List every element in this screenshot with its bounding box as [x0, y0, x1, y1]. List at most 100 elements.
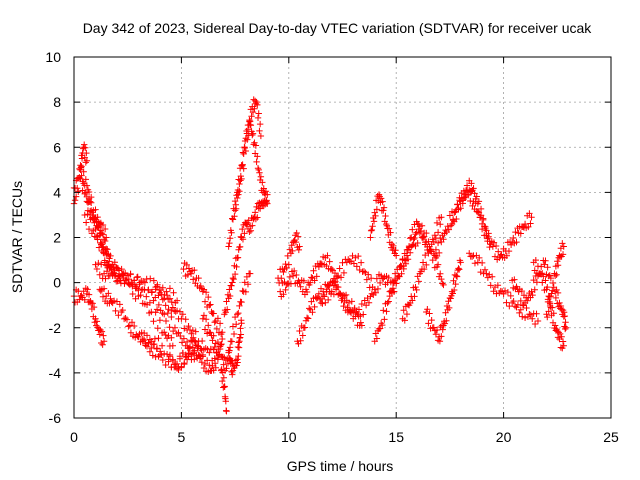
data-point: [95, 259, 102, 267]
data-point: [166, 295, 174, 302]
data-point: [201, 360, 209, 368]
x-tick-label: 15: [388, 429, 404, 445]
data-point: [169, 357, 177, 364]
y-tick-label: -6: [49, 410, 62, 426]
data-point: [171, 324, 179, 331]
data-point: [254, 101, 261, 109]
data-point: [201, 326, 209, 333]
data-point: [421, 239, 429, 246]
data-point: [549, 304, 556, 311]
data-point: [228, 357, 236, 365]
data-point: [541, 261, 548, 268]
data-point: [368, 290, 376, 297]
data-point: [191, 348, 198, 356]
data-point: [237, 331, 245, 338]
data-point: [483, 270, 490, 277]
data-point: [226, 292, 234, 300]
data-point: [533, 310, 540, 317]
data-point: [184, 271, 192, 278]
data-point: [283, 264, 290, 272]
data-point: [79, 187, 86, 194]
data-point: [183, 353, 190, 360]
data-point: [83, 157, 91, 164]
data-point: [152, 294, 159, 301]
data-point: [424, 306, 431, 313]
data-point: [235, 352, 242, 360]
data-point: [284, 252, 291, 260]
data-point: [180, 335, 188, 342]
data-point: [426, 310, 433, 317]
data-point: [100, 244, 107, 251]
data-point: [373, 275, 381, 282]
data-point: [232, 205, 240, 212]
data-point: [296, 243, 303, 250]
data-point: [190, 276, 197, 283]
y-tick-label: 6: [53, 139, 61, 155]
data-point: [159, 284, 166, 291]
data-point: [103, 234, 110, 241]
data-point: [154, 324, 161, 332]
data-point: [320, 291, 328, 299]
data-point: [556, 299, 563, 307]
data-point: [457, 259, 464, 266]
data-point: [198, 337, 206, 345]
data-point: [232, 321, 240, 328]
data-point: [133, 274, 141, 281]
data-point: [561, 312, 569, 320]
data-point: [278, 275, 285, 282]
data-point: [233, 362, 240, 369]
data-point: [365, 299, 373, 306]
data-point: [185, 265, 193, 272]
data-point: [263, 198, 270, 206]
data-point: [390, 288, 398, 295]
data-point: [71, 197, 79, 204]
data-point: [239, 225, 246, 233]
data-point: [159, 296, 166, 303]
data-point: [246, 270, 254, 277]
data-point: [382, 212, 389, 220]
data-point: [539, 279, 546, 286]
data-point: [81, 141, 88, 148]
data-point: [81, 211, 88, 219]
data-point: [180, 265, 187, 273]
data-point: [561, 325, 569, 333]
data-point: [302, 286, 310, 293]
data-point: [223, 365, 230, 372]
y-tick-label: 4: [53, 184, 61, 200]
data-point: [425, 250, 432, 257]
data-point: [88, 230, 96, 237]
data-point: [423, 261, 430, 269]
data-point: [421, 251, 429, 259]
data-point: [423, 308, 430, 316]
data-point: [153, 283, 161, 290]
data-point: [559, 251, 567, 258]
data-point: [199, 353, 207, 360]
data-point: [185, 322, 192, 330]
data-point: [325, 282, 332, 290]
data-point: [207, 301, 214, 308]
data-point: [109, 272, 116, 280]
data-point: [78, 163, 85, 170]
data-point: [89, 300, 96, 307]
data-point: [476, 254, 483, 262]
data-point: [257, 173, 265, 180]
data-point: [143, 332, 151, 339]
data-point: [155, 353, 162, 360]
data-point: [245, 121, 252, 129]
data-point: [71, 184, 79, 192]
data-point: [152, 286, 159, 293]
data-point: [191, 266, 198, 274]
data-point: [367, 227, 375, 234]
data-point: [489, 243, 497, 250]
data-point: [86, 298, 93, 306]
data-point: [559, 338, 567, 345]
data-point: [235, 309, 242, 317]
data-point: [437, 221, 444, 228]
data-point: [99, 293, 107, 300]
data-point: [226, 235, 234, 242]
data-point: [484, 274, 492, 281]
data-point: [345, 299, 353, 307]
data-point: [206, 362, 213, 369]
data-point: [249, 108, 257, 116]
data-point: [168, 334, 175, 341]
